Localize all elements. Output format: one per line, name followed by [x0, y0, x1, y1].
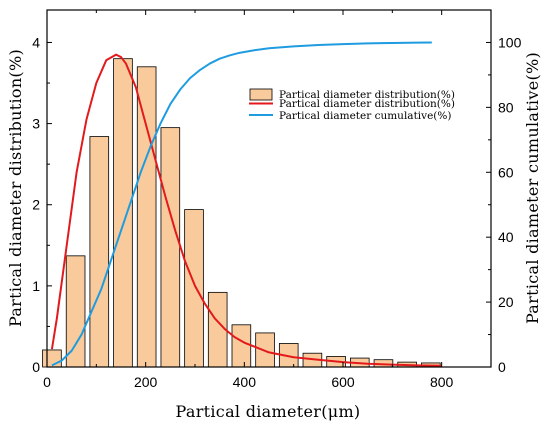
bar: [160, 127, 181, 368]
y-tick-label: 3: [32, 116, 40, 132]
y-tick-label: 1: [32, 278, 40, 294]
y2-tick-label: 80: [498, 99, 514, 115]
y2-tick-label: 20: [498, 294, 514, 310]
bar: [136, 66, 157, 368]
y2-tick-label: 0: [498, 359, 506, 375]
y2-tick-label: 100: [498, 34, 522, 50]
x-tick-label: 800: [430, 374, 454, 390]
y-tick-label: 4: [32, 34, 40, 50]
y-tick-label: 0: [32, 359, 40, 375]
y-axis-title: Partical diameter distribution(%): [6, 49, 25, 327]
x-tick-label: 0: [43, 374, 51, 390]
y-tick-label: 2: [32, 197, 40, 213]
bar: [113, 58, 133, 368]
distribution-fit-line: [50, 53, 442, 367]
legend-label-cumulative: Partical diameter cumulative(%): [279, 110, 451, 122]
bar: [184, 209, 204, 368]
x-tick-label: 200: [134, 374, 158, 390]
y2-tick-label: 60: [498, 164, 514, 180]
legend-label-fit: Partical diameter distribution(%): [279, 98, 455, 110]
x-tick-label: 400: [233, 374, 257, 390]
x-axis-title: Partical diameter(μm): [176, 402, 361, 421]
cumulative-line: [51, 41, 432, 367]
lines-layer: [50, 41, 442, 367]
axes-layer: [46, 9, 492, 368]
legend-swatch-bar: [249, 88, 273, 101]
y2-tick-label: 40: [498, 229, 514, 245]
bar: [231, 324, 252, 368]
bar: [89, 136, 110, 368]
x-tick-label: 600: [331, 374, 355, 390]
plot-frame: [46, 9, 492, 368]
y2-axis-title: Partical diameter cumulative(%): [523, 52, 542, 324]
legend: Partical diameter distribution(%) Partic…: [249, 88, 455, 122]
legend-label-bar: Partical diameter distribution(%): [279, 89, 455, 101]
bar: [65, 255, 86, 368]
